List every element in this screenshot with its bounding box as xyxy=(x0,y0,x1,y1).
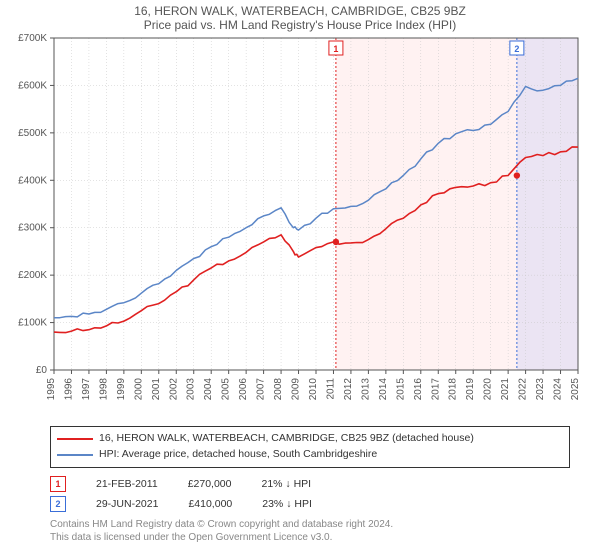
marker-date: 21-FEB-2011 xyxy=(96,478,158,490)
title-line-2: Price paid vs. HM Land Registry's House … xyxy=(0,18,600,32)
svg-text:2004: 2004 xyxy=(203,378,214,401)
legend: 16, HERON WALK, WATERBEACH, CAMBRIDGE, C… xyxy=(50,426,570,468)
svg-text:£200K: £200K xyxy=(18,270,47,281)
legend-swatch xyxy=(57,438,93,440)
svg-text:2001: 2001 xyxy=(151,378,162,401)
marker-table: 1 21-FEB-2011 £270,000 21% ↓ HPI 2 29-JU… xyxy=(50,474,570,514)
attribution-line: This data is licensed under the Open Gov… xyxy=(50,531,570,544)
legend-label: 16, HERON WALK, WATERBEACH, CAMBRIDGE, C… xyxy=(99,431,474,447)
marker-row: 2 29-JUN-2021 £410,000 23% ↓ HPI xyxy=(50,494,570,514)
svg-text:1998: 1998 xyxy=(98,378,109,401)
svg-text:2003: 2003 xyxy=(186,378,197,401)
marker-pct: 21% ↓ HPI xyxy=(261,478,311,490)
title-line-1: 16, HERON WALK, WATERBEACH, CAMBRIDGE, C… xyxy=(0,4,600,18)
legend-item: 16, HERON WALK, WATERBEACH, CAMBRIDGE, C… xyxy=(57,431,563,447)
svg-text:2005: 2005 xyxy=(221,378,232,401)
chart-titles: 16, HERON WALK, WATERBEACH, CAMBRIDGE, C… xyxy=(0,0,600,32)
legend-item: HPI: Average price, detached house, Sout… xyxy=(57,447,563,463)
svg-text:2006: 2006 xyxy=(238,378,249,401)
svg-text:1997: 1997 xyxy=(81,378,92,401)
marker-pct: 23% ↓ HPI xyxy=(262,498,312,510)
svg-text:2012: 2012 xyxy=(343,378,354,401)
svg-text:1999: 1999 xyxy=(116,378,127,401)
attribution: Contains HM Land Registry data © Crown c… xyxy=(50,518,570,544)
marker-badge: 1 xyxy=(50,476,66,492)
svg-text:2016: 2016 xyxy=(413,378,424,401)
marker-price: £270,000 xyxy=(188,478,232,490)
svg-text:£100K: £100K xyxy=(18,318,47,329)
svg-text:1995: 1995 xyxy=(46,378,57,401)
svg-text:2007: 2007 xyxy=(256,378,267,401)
svg-text:2: 2 xyxy=(514,44,519,54)
svg-text:£300K: £300K xyxy=(18,223,47,234)
svg-text:1: 1 xyxy=(333,44,338,54)
svg-text:2002: 2002 xyxy=(168,378,179,401)
svg-text:2024: 2024 xyxy=(553,378,564,401)
svg-text:2020: 2020 xyxy=(483,378,494,401)
svg-text:2022: 2022 xyxy=(518,378,529,401)
svg-text:2023: 2023 xyxy=(535,378,546,401)
marker-row: 1 21-FEB-2011 £270,000 21% ↓ HPI xyxy=(50,474,570,494)
marker-date: 29-JUN-2021 xyxy=(96,498,158,510)
svg-text:2008: 2008 xyxy=(273,378,284,401)
svg-text:2010: 2010 xyxy=(308,378,319,401)
svg-text:2014: 2014 xyxy=(378,378,389,401)
svg-text:£400K: £400K xyxy=(18,175,47,186)
svg-text:1996: 1996 xyxy=(63,378,74,401)
svg-text:2018: 2018 xyxy=(448,378,459,401)
svg-text:2015: 2015 xyxy=(395,378,406,401)
svg-text:2019: 2019 xyxy=(465,378,476,401)
attribution-line: Contains HM Land Registry data © Crown c… xyxy=(50,518,570,531)
svg-text:£700K: £700K xyxy=(18,33,47,44)
marker-badge: 2 xyxy=(50,496,66,512)
svg-text:2013: 2013 xyxy=(360,378,371,401)
svg-text:£600K: £600K xyxy=(18,80,47,91)
legend-swatch xyxy=(57,454,93,456)
legend-label: HPI: Average price, detached house, Sout… xyxy=(99,447,377,463)
line-chart: £0 £100K £200K £300K £400K £500K £600K £700K 199… xyxy=(0,32,600,422)
svg-text:2017: 2017 xyxy=(430,378,441,401)
svg-text:2021: 2021 xyxy=(500,378,511,401)
svg-text:2011: 2011 xyxy=(325,378,336,400)
marker-price: £410,000 xyxy=(188,498,232,510)
svg-text:£0: £0 xyxy=(36,365,48,376)
svg-text:2000: 2000 xyxy=(133,378,144,401)
chart-container: 16, HERON WALK, WATERBEACH, CAMBRIDGE, C… xyxy=(0,0,600,560)
svg-text:2025: 2025 xyxy=(570,378,581,401)
svg-text:2009: 2009 xyxy=(291,378,302,401)
svg-text:£500K: £500K xyxy=(18,128,47,139)
